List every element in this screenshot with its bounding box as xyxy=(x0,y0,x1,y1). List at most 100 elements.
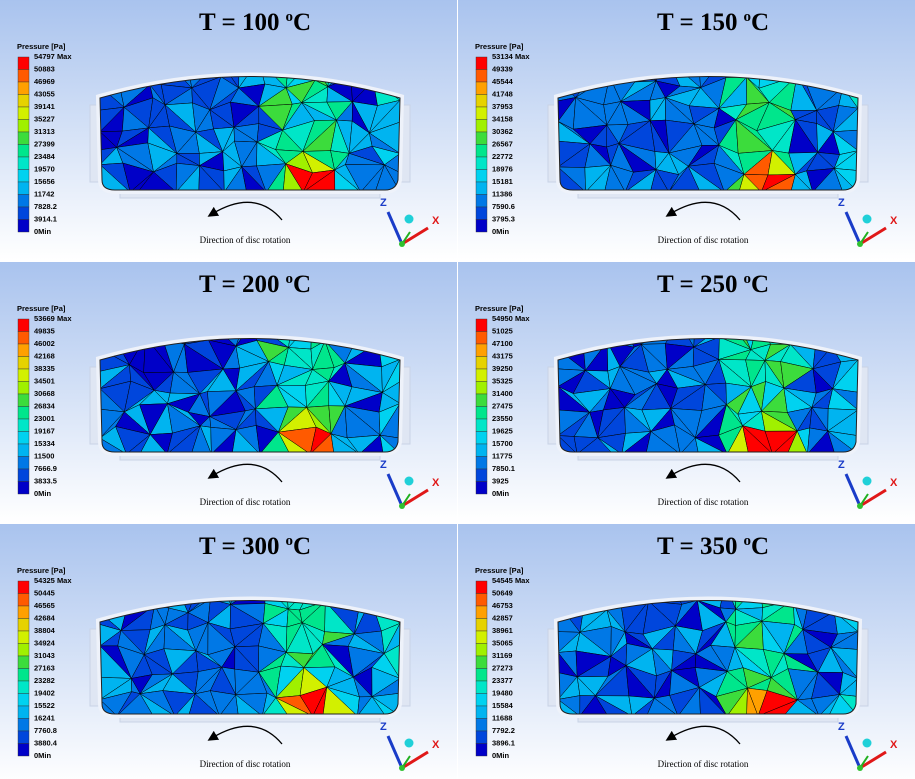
mesh-cell xyxy=(827,430,858,452)
legend-swatch xyxy=(475,431,488,445)
pad-mesh xyxy=(100,76,400,190)
legend-label: 49835 xyxy=(34,326,55,335)
mesh-cell xyxy=(231,429,261,452)
legend-swatch xyxy=(475,393,488,407)
legend-label: 19402 xyxy=(34,688,55,697)
legend-swatch xyxy=(475,668,488,682)
legend-label: 23282 xyxy=(34,676,55,685)
legend-label: 11688 xyxy=(492,713,512,722)
legend-swatch xyxy=(475,368,488,382)
legend-swatch xyxy=(475,680,488,694)
legend-label: 23001 xyxy=(34,414,55,423)
triad-origin xyxy=(399,503,405,509)
legend-swatch xyxy=(17,618,30,632)
legend-swatch xyxy=(17,94,30,108)
mesh-cell xyxy=(645,431,681,452)
legend-label: 54950 Max xyxy=(492,314,530,323)
legend-swatch xyxy=(17,456,30,470)
legend-swatch xyxy=(475,381,488,395)
legend-label: 19167 xyxy=(34,426,55,435)
title-sup: o xyxy=(285,271,293,287)
panel-title: T = 100 oC xyxy=(199,9,311,36)
legend-label: 15656 xyxy=(34,177,55,186)
legend-swatch xyxy=(17,393,30,407)
z-axis xyxy=(844,735,862,769)
legend-swatch xyxy=(475,106,488,120)
legend-swatch xyxy=(17,655,30,669)
legend-label: 19480 xyxy=(492,688,513,697)
legend-label: 15181 xyxy=(492,177,513,186)
rotation-caption: Direction of disc rotation xyxy=(200,235,291,245)
x-label: X xyxy=(890,477,898,489)
title-sup: o xyxy=(743,271,751,287)
legend-title: Pressure [Pa] xyxy=(475,304,524,313)
legend-label: 51025 xyxy=(492,326,513,335)
legend-swatch xyxy=(17,119,30,133)
legend-swatch xyxy=(475,605,488,619)
legend-swatch xyxy=(475,643,488,657)
legend-label: 50649 xyxy=(492,588,513,597)
legend-label: 31043 xyxy=(34,651,55,660)
legend-label: 3896.1 xyxy=(492,738,515,747)
mesh-cell xyxy=(558,166,587,190)
legend-label: 45544 xyxy=(492,77,514,86)
mesh-cell xyxy=(699,686,728,714)
mesh-cell xyxy=(371,696,400,714)
legend-label: 3795.3 xyxy=(492,214,515,223)
legend-swatch xyxy=(17,406,30,420)
x-axis xyxy=(859,226,887,246)
legend-label: 27163 xyxy=(34,663,55,672)
legend-label: 0Min xyxy=(34,489,52,498)
legend-label: 23484 xyxy=(34,152,56,161)
legend-label: 23377 xyxy=(492,676,513,685)
rotation-caption: Direction of disc rotation xyxy=(658,497,749,507)
legend-swatch xyxy=(475,730,488,744)
legend-swatch xyxy=(17,693,30,707)
legend-swatch xyxy=(17,730,30,744)
z-label: Z xyxy=(838,721,845,733)
legend-swatch xyxy=(17,81,30,95)
panel: T = 250 oC Pressure [Pa]54950 Max 51025 4710… xyxy=(458,262,915,522)
legend-swatch xyxy=(17,106,30,120)
legend-label: 49339 xyxy=(492,64,513,73)
mesh-cell xyxy=(790,173,814,190)
title-text: T = 100 xyxy=(199,9,279,36)
legend-swatch xyxy=(17,705,30,719)
legend-swatch xyxy=(475,693,488,707)
legend-swatch xyxy=(475,119,488,133)
legend-label: 7590.6 xyxy=(492,202,515,211)
legend-swatch xyxy=(17,368,30,382)
legend-label: 3914.1 xyxy=(34,214,57,223)
legend-label: 11386 xyxy=(492,189,512,198)
legend-label: 15584 xyxy=(492,701,514,710)
mesh-cell xyxy=(278,431,312,452)
z-label: Z xyxy=(380,721,387,733)
legend-swatch xyxy=(17,144,30,158)
triad-sphere xyxy=(404,476,414,486)
legend-label: 30668 xyxy=(34,389,55,398)
legend-swatch xyxy=(475,181,488,195)
legend-swatch xyxy=(17,381,30,395)
legend-label: 26834 xyxy=(34,401,56,410)
mesh-cell xyxy=(275,697,313,714)
z-label: Z xyxy=(838,459,845,471)
mesh-cell xyxy=(186,76,221,89)
mesh-cell xyxy=(604,164,626,190)
legend-label: 35325 xyxy=(492,376,513,385)
x-label: X xyxy=(890,215,898,227)
legend-swatch xyxy=(475,468,488,482)
legend-label: 34501 xyxy=(34,376,55,385)
mesh-cell xyxy=(828,694,858,714)
mesh-cell xyxy=(649,168,670,190)
triad-origin xyxy=(399,241,405,247)
z-axis xyxy=(386,735,404,769)
legend-swatch xyxy=(17,69,30,83)
title-unit: C xyxy=(751,533,769,560)
legend-swatch xyxy=(475,194,488,208)
panel: T = 350 oC Pressure [Pa]54545 Max 50649 4675… xyxy=(458,524,915,779)
triad-origin xyxy=(857,503,863,509)
mesh-cell xyxy=(188,693,221,714)
pad-mesh xyxy=(100,600,400,714)
mesh-cell xyxy=(738,173,762,190)
legend-label: 46969 xyxy=(34,77,55,86)
